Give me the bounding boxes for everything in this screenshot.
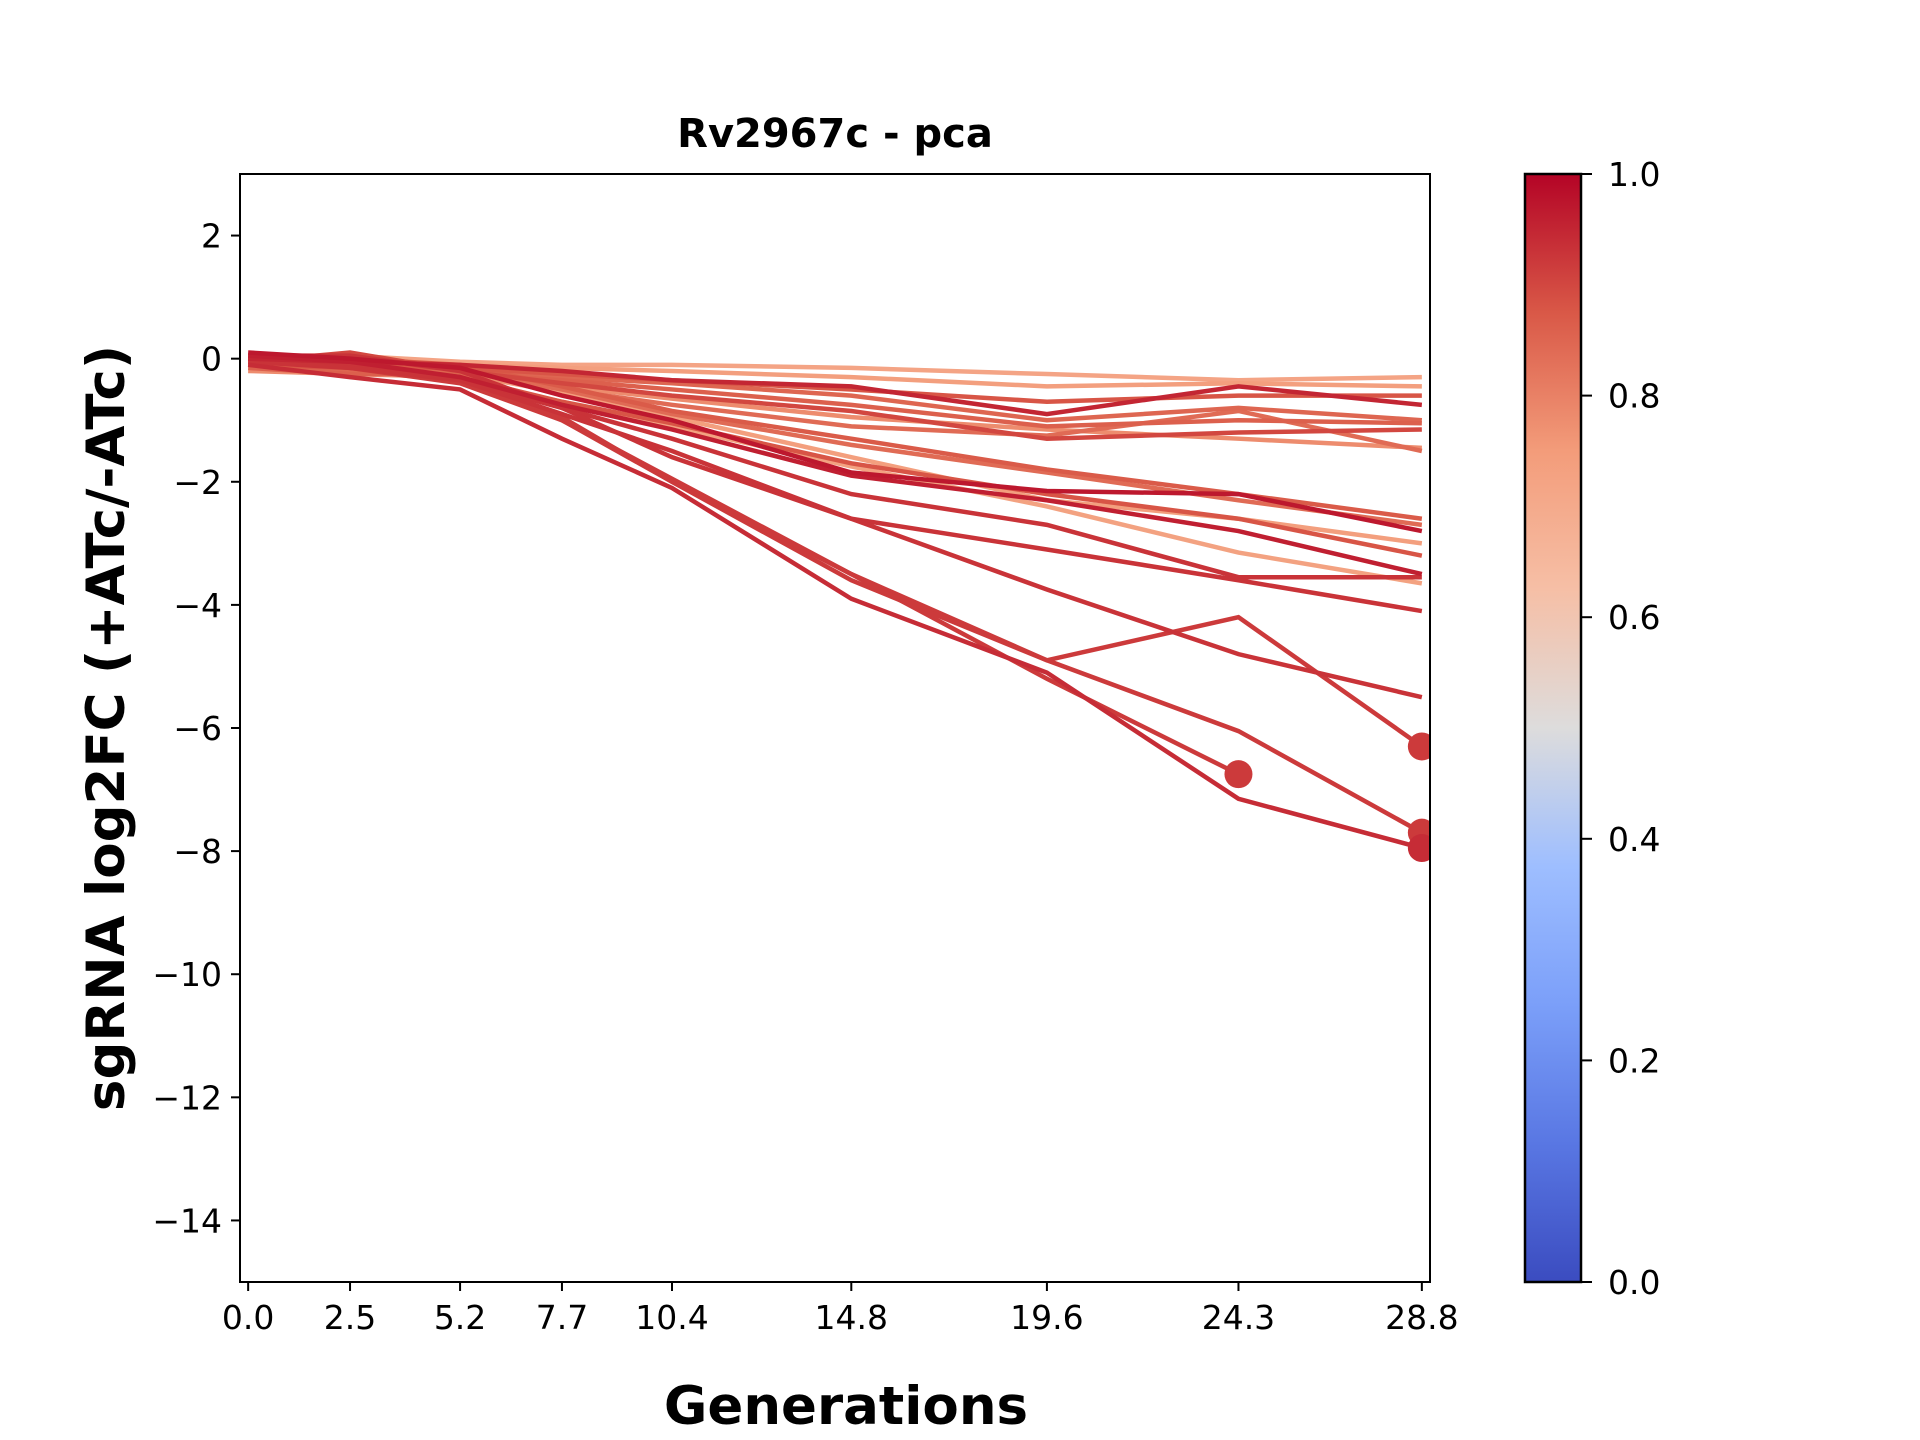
y-axis-label: sgRNA log2FC (+ATc/-ATc) bbox=[76, 345, 137, 1111]
x-tick-label: 19.6 bbox=[1010, 1298, 1083, 1337]
colorbar-ticks: 0.0 0.2 0.4 0.6 0.8 1.0 bbox=[1581, 155, 1660, 1302]
x-tick-label: 24.3 bbox=[1202, 1298, 1275, 1337]
x-tick-label: 14.8 bbox=[815, 1298, 888, 1337]
series-line bbox=[247, 356, 1423, 835]
y-axis: 2 0 −2 −4 −6 −8 −10 −12 −14 bbox=[152, 217, 240, 1240]
y-tick-label: −6 bbox=[173, 709, 222, 748]
series-line bbox=[248, 359, 1423, 614]
y-tick-label: −14 bbox=[152, 1201, 222, 1240]
series-end-marker bbox=[1407, 834, 1430, 863]
x-tick-label: 7.7 bbox=[536, 1298, 588, 1337]
series-end-marker bbox=[1224, 760, 1253, 789]
y-tick-label: −10 bbox=[152, 955, 222, 994]
series-line bbox=[247, 362, 1423, 851]
colorbar-gradient bbox=[1523, 172, 1583, 1284]
x-tick-label: 0.0 bbox=[222, 1298, 274, 1337]
colorbar-tick-label: 0.0 bbox=[1608, 1263, 1660, 1302]
colorbar-tick-label: 0.4 bbox=[1608, 820, 1660, 859]
x-axis-label: Generations bbox=[664, 1376, 1028, 1437]
y-tick-label: −4 bbox=[173, 586, 222, 625]
x-tick-label: 10.4 bbox=[635, 1298, 708, 1337]
plot-frame bbox=[239, 173, 1431, 1283]
y-tick-label: 0 bbox=[201, 340, 222, 379]
series-layer bbox=[247, 350, 1430, 863]
chart-title: Rv2967c - pca bbox=[677, 111, 993, 157]
y-tick-label: 2 bbox=[201, 217, 222, 256]
y-tick-label: −8 bbox=[173, 832, 222, 871]
x-tick-label: 28.8 bbox=[1385, 1298, 1458, 1337]
colorbar: 0.0 0.2 0.4 0.6 0.8 1.0 bbox=[1523, 155, 1660, 1302]
colorbar-tick-label: 0.8 bbox=[1608, 377, 1660, 416]
colorbar-tick-label: 0.2 bbox=[1608, 1041, 1660, 1080]
y-tick-label: −12 bbox=[152, 1078, 222, 1117]
y-tick-label: −2 bbox=[173, 463, 222, 502]
series-line bbox=[248, 353, 1423, 577]
series-line bbox=[248, 350, 1423, 534]
x-tick-label: 2.5 bbox=[324, 1298, 376, 1337]
colorbar-tick-label: 1.0 bbox=[1608, 155, 1660, 194]
x-axis: 0.0 2.5 5.2 7.7 10.4 14.8 19.6 24.3 28.8 bbox=[222, 1282, 1459, 1337]
series-end-marker bbox=[1407, 732, 1430, 761]
x-tick-label: 5.2 bbox=[434, 1298, 486, 1337]
colorbar-tick-label: 0.6 bbox=[1608, 598, 1660, 637]
